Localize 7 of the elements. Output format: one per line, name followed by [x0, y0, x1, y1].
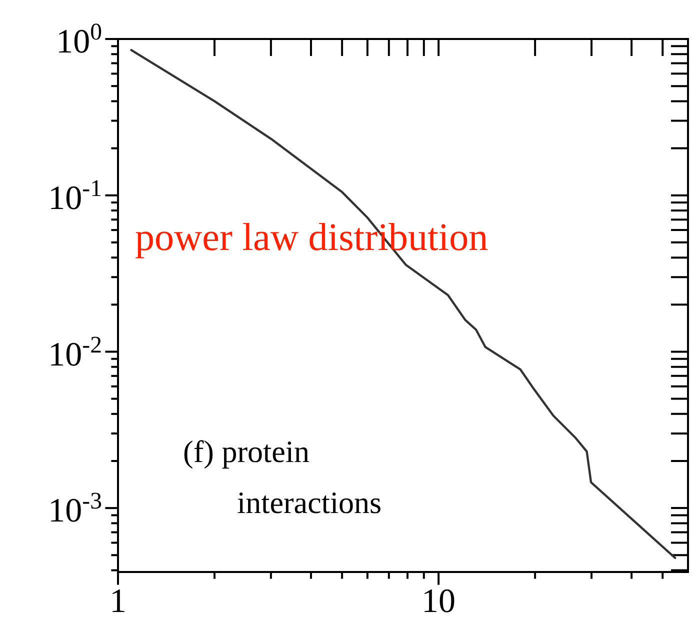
y-tick-label: 10$^{-1}$: [48, 176, 102, 217]
y-tick-label: 10$^{0}$: [56, 20, 102, 61]
annotation: (f) protein interactions: [183, 434, 382, 520]
y-tick-label: 10$^{-3}$: [48, 488, 102, 530]
x-tick-label: 10: [422, 583, 456, 620]
x-tick-label: 1: [110, 583, 126, 620]
y-tick-label: 10$^{-2}$: [48, 332, 102, 374]
